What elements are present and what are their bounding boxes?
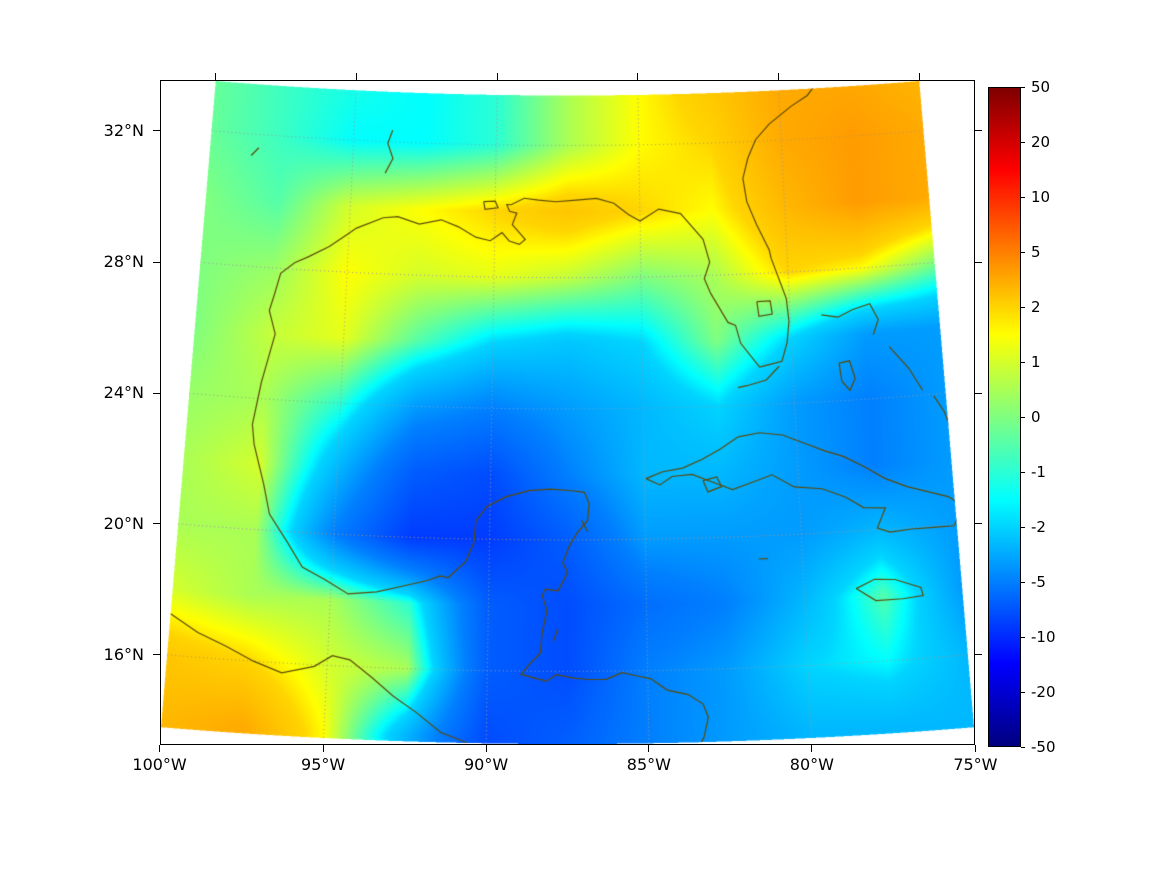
x-tick-label: 75°W (953, 755, 998, 774)
x-tick-top (356, 73, 358, 80)
y-tick-right (975, 130, 982, 132)
colorbar-tick-label: -20 (1031, 683, 1056, 701)
colorbar-tick (1021, 526, 1025, 528)
colorbar-tick (1021, 361, 1025, 363)
y-tick-right (975, 392, 982, 394)
x-tick-label: 100°W (132, 755, 187, 774)
x-tick-bottom (974, 745, 976, 752)
y-tick-left (153, 261, 160, 263)
y-tick-label: 28°N (103, 252, 144, 272)
colorbar-tick (1021, 636, 1025, 638)
x-tick-top (777, 73, 779, 80)
colorbar-tick-label: 1 (1031, 353, 1041, 371)
colorbar (988, 87, 1021, 747)
colorbar-tick-label: 20 (1031, 133, 1051, 151)
colorbar-tick (1021, 196, 1025, 198)
x-tick-label: 95°W (301, 755, 346, 774)
colorbar-tick-label: 5 (1031, 243, 1041, 261)
y-tick-label: 24°N (103, 383, 144, 403)
colorbar-tick (1021, 746, 1025, 748)
colorbar-tick-label: -5 (1031, 573, 1046, 591)
x-tick-label: 80°W (789, 755, 834, 774)
colorbar-tick (1021, 251, 1025, 253)
colorbar-tick-label: 0 (1031, 408, 1041, 426)
y-tick-left (153, 130, 160, 132)
map-canvas (161, 81, 974, 744)
x-tick-label: 90°W (464, 755, 509, 774)
colorbar-tick-label: -1 (1031, 463, 1046, 481)
x-tick-top (918, 73, 920, 80)
y-tick-left (153, 654, 160, 656)
y-tick-left (153, 392, 160, 394)
colorbar-tick (1021, 141, 1025, 143)
colorbar-tick-label: 10 (1031, 188, 1051, 206)
colorbar-tick-label: 2 (1031, 298, 1041, 316)
colorbar-tick-label: 50 (1031, 78, 1051, 96)
colorbar-tick-label: -10 (1031, 628, 1056, 646)
y-tick-left (153, 523, 160, 525)
colorbar-tick (1021, 416, 1025, 418)
y-tick-right (975, 261, 982, 263)
x-tick-top (215, 73, 217, 80)
colorbar-tick (1021, 471, 1025, 473)
map-plot-area (160, 80, 975, 745)
colorbar-tick (1021, 306, 1025, 308)
x-tick-bottom (811, 745, 813, 752)
x-tick-bottom (485, 745, 487, 752)
colorbar-tick (1021, 581, 1025, 583)
y-tick-label: 20°N (103, 513, 144, 533)
y-tick-right (975, 654, 982, 656)
x-tick-label: 85°W (626, 755, 671, 774)
colorbar-tick-label: -2 (1031, 518, 1046, 536)
x-tick-bottom (648, 745, 650, 752)
y-tick-label: 32°N (103, 120, 144, 140)
x-tick-bottom (322, 745, 324, 752)
x-tick-bottom (159, 745, 161, 752)
y-tick-right (975, 523, 982, 525)
x-tick-top (496, 73, 498, 80)
colorbar-tick-label: -50 (1031, 738, 1056, 756)
colorbar-tick (1021, 691, 1025, 693)
x-tick-top (637, 73, 639, 80)
colorbar-tick (1021, 86, 1025, 88)
colorbar-gradient (989, 88, 1020, 746)
y-tick-label: 16°N (103, 644, 144, 664)
